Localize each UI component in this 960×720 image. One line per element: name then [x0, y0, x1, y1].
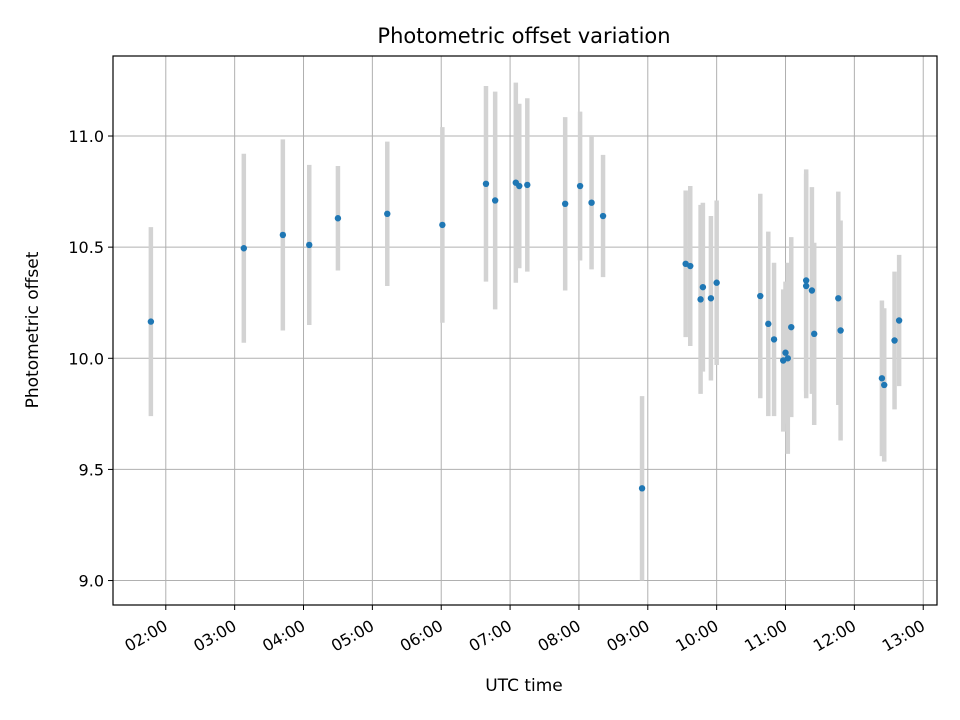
data-point — [699, 283, 707, 291]
y-axis-ticks: 9.0 9.5 10.0 10.5 11.0 — [68, 127, 113, 591]
data-point — [306, 241, 313, 249]
data-point — [835, 295, 842, 302]
data-point — [561, 200, 569, 208]
data-point — [802, 282, 810, 290]
data-point — [788, 323, 795, 331]
y-tick-label: 10.5 — [68, 238, 104, 257]
y-axis-label: Photometric offset — [23, 251, 43, 408]
y-tick-label: 10.0 — [68, 349, 104, 368]
plot-area-frame — [112, 55, 938, 606]
data-point — [599, 212, 607, 220]
data-point — [811, 330, 818, 338]
data-point — [878, 375, 886, 382]
x-axis-label: UTC time — [485, 676, 563, 696]
data-point — [808, 287, 816, 294]
data-point — [891, 337, 898, 344]
data-point — [802, 277, 810, 284]
y-tick-label: 9.5 — [79, 460, 104, 479]
data-point — [516, 182, 523, 190]
data-point — [757, 292, 764, 300]
data-point — [697, 296, 704, 303]
data-point — [782, 349, 789, 356]
data-point — [334, 215, 342, 222]
data-point — [576, 182, 584, 190]
data-point — [895, 317, 903, 324]
data-point — [687, 262, 694, 270]
data-point — [147, 318, 155, 325]
data-point — [384, 210, 391, 218]
data-points — [147, 179, 903, 492]
data-point — [279, 231, 287, 239]
y-tick-label: 9.0 — [79, 572, 104, 591]
data-point — [707, 295, 715, 302]
data-point — [765, 320, 772, 328]
y-tick-label: 11.0 — [68, 127, 104, 146]
data-point — [491, 197, 499, 204]
data-point — [881, 381, 888, 389]
data-point — [784, 355, 792, 362]
chart-title: Photometric offset variation — [377, 24, 670, 48]
data-point — [439, 221, 446, 229]
data-point — [588, 199, 595, 206]
data-point — [482, 180, 490, 188]
data-point — [638, 485, 646, 492]
data-point — [837, 327, 844, 334]
data-point — [770, 336, 778, 343]
data-point — [524, 181, 531, 189]
data-point — [240, 245, 248, 252]
data-point — [713, 279, 720, 286]
